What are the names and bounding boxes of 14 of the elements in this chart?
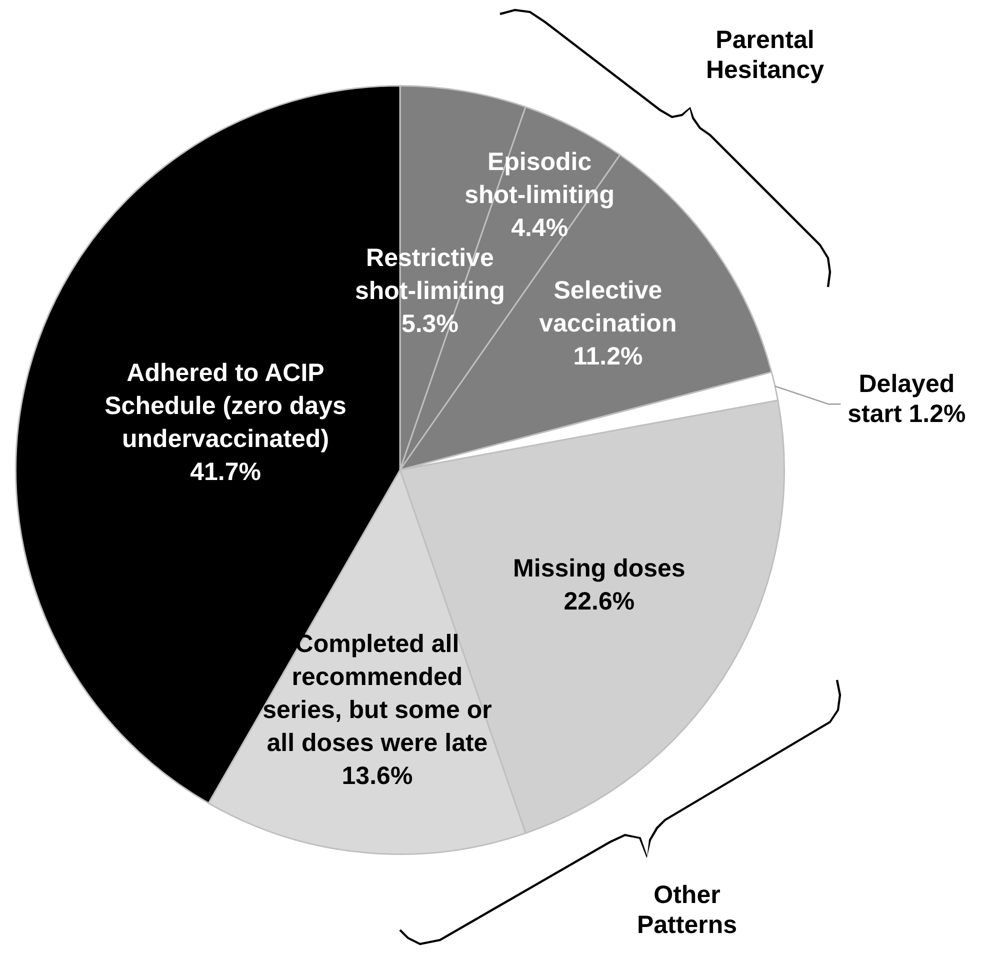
slice-label: Completed all recommended series, but some or all doses were late xyxy=(262,630,492,757)
slice-label: Delayed start 1.2% xyxy=(848,370,966,428)
data-label: 13.6% xyxy=(342,762,413,790)
data-label: 11.2% xyxy=(573,342,643,371)
data-label: 22.6% xyxy=(564,588,635,616)
data-label: 41.7% xyxy=(190,458,261,486)
slice-label: Selective vaccination xyxy=(539,276,677,338)
slice-label: Episodic shot-limiting xyxy=(464,148,615,209)
text: Parental Hesitancy xyxy=(704,25,826,85)
data-label: 5.3% xyxy=(401,310,458,338)
text: Other Patterns xyxy=(636,880,738,940)
data-label: 4.4% xyxy=(511,214,568,242)
slice-label: Adhered to ACIP Schedule (zero days undervaccinated) xyxy=(104,358,346,453)
slice-label: Missing doses xyxy=(513,554,686,582)
